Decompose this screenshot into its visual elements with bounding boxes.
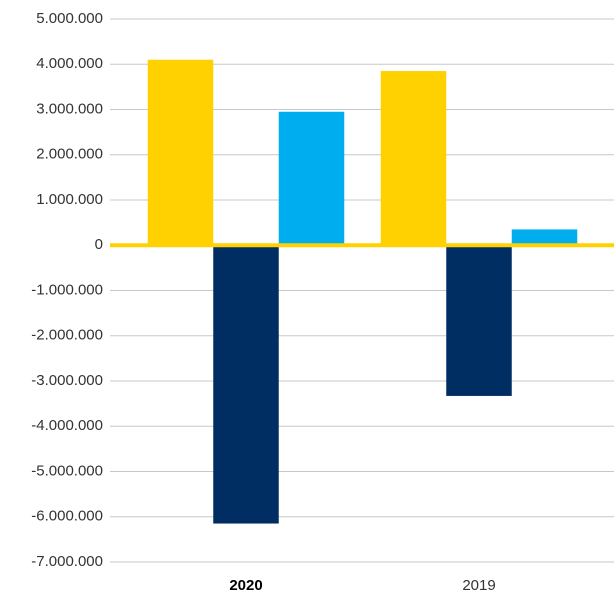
x-tick-label: 2019	[462, 577, 495, 593]
bar	[380, 71, 447, 246]
x-tick-label: 2020	[229, 577, 262, 593]
bar	[213, 245, 279, 524]
bar	[147, 59, 214, 246]
y-tick-label: -5.000.000	[31, 462, 103, 479]
y-tick-label: 4.000.000	[36, 55, 103, 72]
y-tick-label: 0	[95, 236, 103, 253]
y-tick-label: -3.000.000	[31, 372, 103, 389]
bar	[278, 111, 345, 246]
bar	[511, 229, 578, 246]
y-tick-label: 5.000.000	[36, 10, 103, 27]
y-tick-label: -1.000.000	[31, 281, 103, 298]
y-tick-label: -7.000.000	[31, 553, 103, 570]
y-tick-label: -6.000.000	[31, 508, 103, 525]
y-tick-label: 1.000.000	[36, 191, 103, 208]
y-tick-label: 2.000.000	[36, 146, 103, 163]
y-tick-label: 3.000.000	[36, 100, 103, 117]
y-tick-label: -4.000.000	[31, 417, 103, 434]
bar	[446, 245, 512, 396]
y-tick-label: -2.000.000	[31, 327, 103, 344]
